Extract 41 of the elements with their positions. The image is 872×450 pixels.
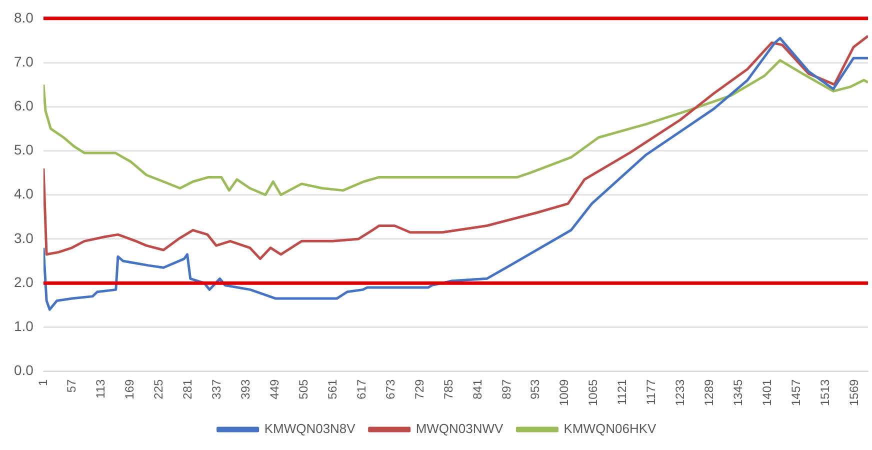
y-tick-label: 6.0 <box>14 97 34 114</box>
y-tick-label: 2.0 <box>14 274 34 290</box>
x-tick-label: 113 <box>94 378 108 398</box>
y-tick-label: 5.0 <box>14 142 34 158</box>
x-tick-label: 449 <box>268 378 282 400</box>
x-tick-label: 57 <box>64 378 79 393</box>
legend-label: KMWQN06HKV <box>564 421 657 436</box>
x-tick-label: 729 <box>412 378 426 400</box>
y-tick-label: 1.0 <box>14 318 34 334</box>
x-tick-label: 169 <box>122 378 137 400</box>
x-tick-label: 1457 <box>788 378 803 406</box>
y-tick-label: 4.0 <box>14 186 34 202</box>
x-tick-label: 561 <box>325 378 340 400</box>
x-tick-label: 337 <box>210 378 224 400</box>
x-tick-label: 617 <box>354 378 368 400</box>
y-tick-label: 7.0 <box>14 53 34 70</box>
x-tick-label: 1513 <box>818 378 832 406</box>
x-tick-label: 785 <box>441 378 456 400</box>
x-tick-label: 1121 <box>615 378 630 406</box>
x-tick-label: 953 <box>528 378 542 400</box>
x-tick-label: 1345 <box>731 378 746 406</box>
x-tick-label: 225 <box>152 378 166 400</box>
legend-label: KMWQN03N8V <box>264 421 356 436</box>
y-tick-label: 0.0 <box>14 362 34 378</box>
x-tick-label: 1569 <box>846 378 861 406</box>
x-tick-label: 393 <box>238 378 253 400</box>
x-tick-label: 673 <box>383 378 398 400</box>
x-tick-label: 1289 <box>702 378 716 406</box>
y-tick-label: 3.0 <box>14 230 34 246</box>
x-tick-label: 1009 <box>557 378 572 406</box>
x-tick-label: 1065 <box>586 378 600 406</box>
x-tick-label: 1177 <box>644 378 658 406</box>
y-tick-label: 8.0 <box>14 9 34 26</box>
x-tick-label: 505 <box>296 378 310 400</box>
legend-label: MWQN03NWV <box>416 421 504 436</box>
x-tick-label: 1233 <box>673 378 688 406</box>
x-tick-label: 841 <box>470 378 484 400</box>
x-tick-label: 1 <box>36 378 50 386</box>
x-tick-label: 1401 <box>760 378 774 406</box>
x-tick-label: 897 <box>499 378 514 400</box>
x-tick-label: 281 <box>180 378 195 400</box>
